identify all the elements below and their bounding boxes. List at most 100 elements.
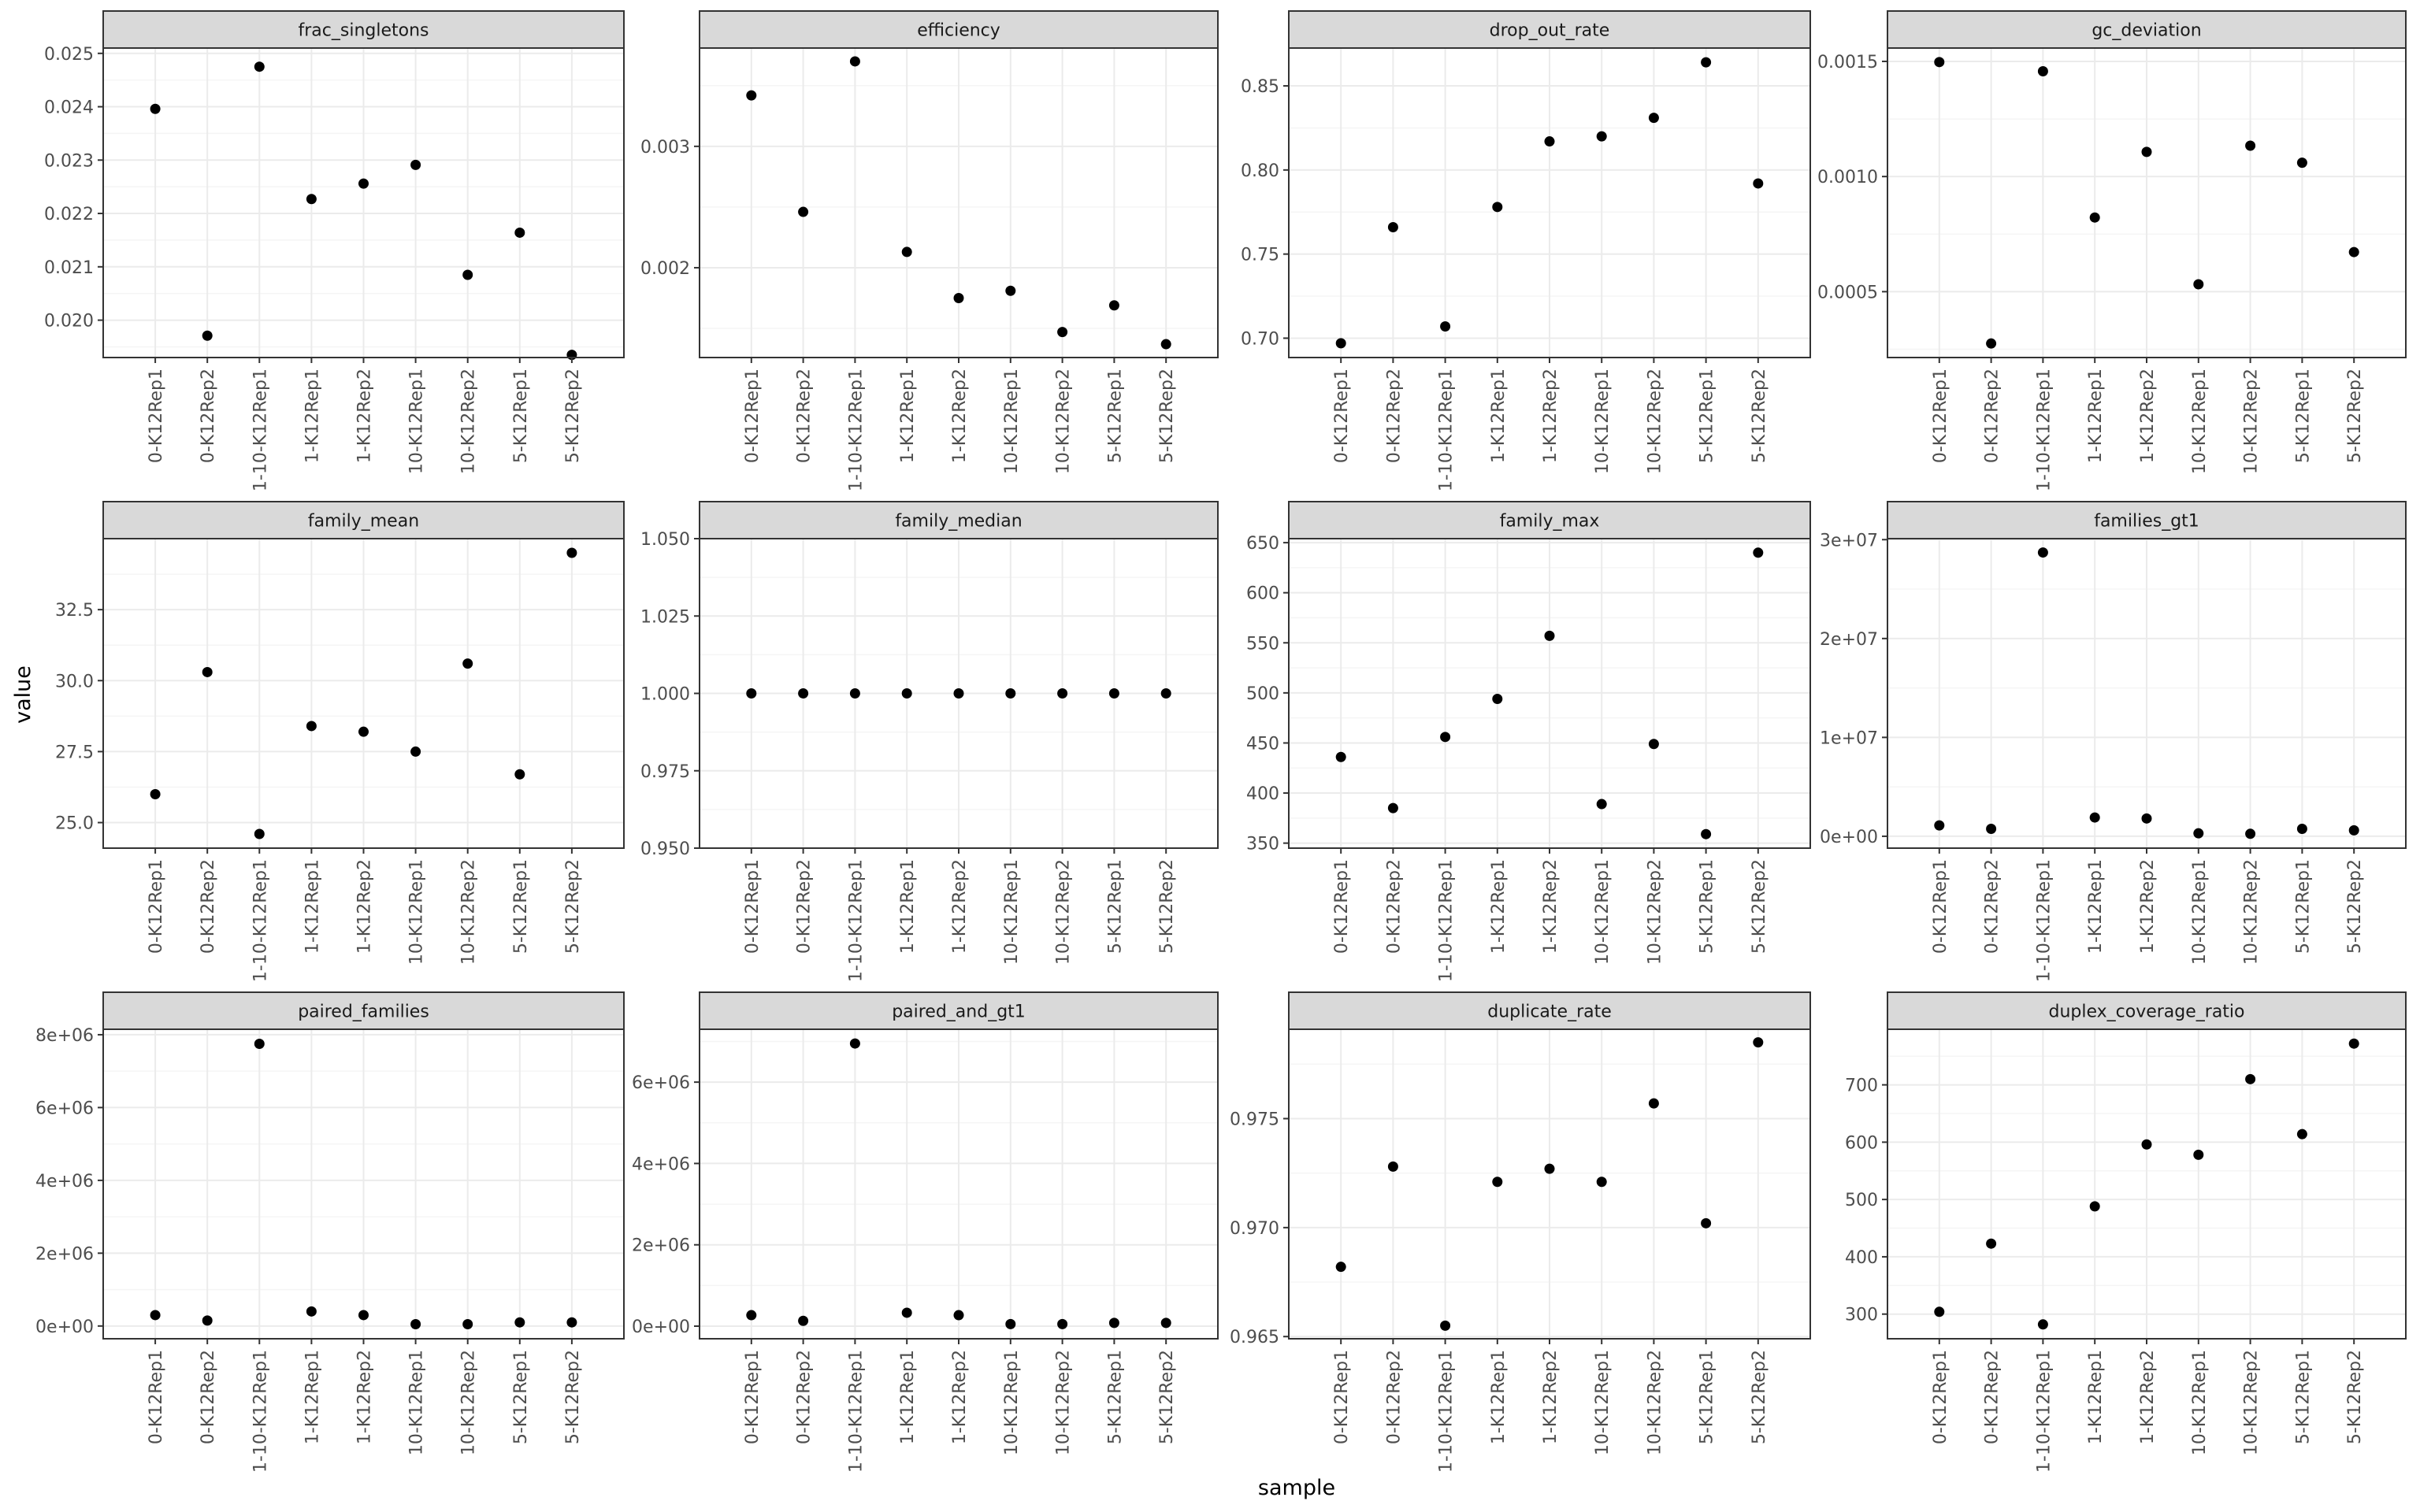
x-tick-label: 1-10-K12Rep1	[251, 1350, 270, 1473]
y-tick-label: 0.85	[1241, 77, 1279, 97]
x-tick-label: 10-K12Rep1	[1002, 369, 1022, 474]
x-tick-label: 0-K12Rep2	[199, 369, 218, 463]
y-tick-label: 600	[1845, 1133, 1878, 1153]
panels-group: frac_singletons 0.020 0.021 0.022 0.023 0.024…	[35, 10, 2407, 1473]
facet-strip	[1288, 991, 1811, 1030]
x-tick-label: 1-K12Rep1	[302, 859, 322, 954]
x-tick-label: 0-K12Rep2	[1384, 369, 1404, 463]
y-tick-label: 0.965	[1230, 1328, 1279, 1347]
y-tick-label: 0.021	[44, 258, 94, 278]
facet-strip-label: families_gt1	[2094, 512, 2199, 532]
data-point	[849, 688, 860, 699]
x-tick-label: 10-K12Rep1	[2190, 1350, 2210, 1455]
data-point	[514, 227, 525, 238]
y-tick-label: 4e+06	[35, 1172, 94, 1191]
data-point	[1753, 547, 1764, 558]
x-tick-label: 5-K12Rep1	[1698, 369, 1717, 463]
x-tick-label: 10-K12Rep2	[459, 859, 479, 965]
y-tick-label: 0e+00	[1820, 828, 1878, 847]
x-axis-title: sample	[1258, 1476, 1335, 1500]
facet-strip	[102, 10, 625, 49]
data-point	[1335, 751, 1346, 762]
data-point	[1648, 113, 1659, 124]
data-point	[2037, 547, 2048, 558]
data-point	[2141, 1139, 2152, 1150]
data-point	[254, 61, 265, 72]
x-tick-label: 1-10-K12Rep1	[1437, 1350, 1457, 1473]
y-tick-label: 0.024	[44, 98, 94, 118]
x-tick-label: 0-K12Rep1	[1332, 369, 1352, 463]
y-tick-label: 0e+00	[632, 1317, 690, 1337]
x-tick-label: 1-K12Rep2	[355, 369, 375, 463]
y-tick-label: 2e+06	[35, 1244, 94, 1264]
data-point	[2296, 1128, 2307, 1140]
x-tick-label: 5-K12Rep1	[511, 1350, 531, 1444]
x-tick-label: 1-K12Rep1	[1489, 859, 1509, 954]
facet-strip-label: efficiency	[917, 21, 1000, 41]
x-tick-label: 1-K12Rep2	[355, 1350, 375, 1444]
facet-strip	[1887, 10, 2407, 49]
data-point	[1753, 178, 1764, 189]
y-tick-label: 0.0015	[1817, 53, 1878, 72]
x-tick-label: 1-K12Rep1	[2086, 1350, 2106, 1444]
data-point	[1492, 202, 1503, 213]
x-tick-label: 10-K12Rep1	[2190, 369, 2210, 474]
data-point	[2348, 1038, 2359, 1049]
x-tick-label: 10-K12Rep2	[2242, 369, 2262, 474]
facet-strip-label: gc_deviation	[2092, 21, 2201, 41]
x-tick-label: 10-K12Rep1	[407, 859, 427, 965]
data-point	[1544, 630, 1555, 641]
data-point	[953, 1310, 964, 1321]
facet-strip	[1288, 10, 1811, 49]
panel-frac-singletons: frac_singletons 0.020 0.021 0.022 0.023 0.024…	[44, 10, 625, 491]
data-point	[150, 788, 161, 799]
facet-strip	[1887, 501, 2407, 539]
data-point	[798, 688, 809, 699]
x-tick-label: 10-K12Rep2	[2242, 1350, 2262, 1455]
y-tick-label: 1.000	[640, 685, 690, 705]
data-point	[2245, 1073, 2256, 1084]
data-point	[2037, 66, 2048, 77]
data-point	[1335, 1262, 1346, 1273]
y-tick-label: 0.0010	[1817, 168, 1878, 187]
x-tick-label: 1-10-K12Rep1	[1437, 369, 1457, 491]
y-tick-label: 0.975	[640, 762, 690, 782]
y-tick-label: 0.950	[640, 839, 690, 859]
data-point	[566, 1317, 577, 1328]
x-tick-label: 0-K12Rep1	[147, 369, 166, 463]
x-tick-label: 0-K12Rep1	[743, 859, 763, 954]
x-tick-label: 0-K12Rep2	[1384, 1350, 1404, 1444]
data-point	[462, 1319, 473, 1330]
panel-drop-out-rate: drop_out_rate 0.70 0.75 0.80 0.85 0-K12Rep1 0-…	[1241, 10, 1811, 491]
data-point	[306, 1306, 317, 1317]
data-point	[514, 1317, 525, 1328]
x-tick-label: 5-K12Rep1	[1105, 369, 1125, 463]
data-point	[2193, 828, 2204, 839]
data-point	[901, 1307, 912, 1318]
x-tick-label: 5-K12Rep2	[2345, 1350, 2365, 1444]
facet-strip-label: frac_singletons	[299, 21, 429, 41]
x-tick-label: 1-K12Rep2	[950, 369, 970, 463]
panel-family-median: family_median 0.950 0.975 1.000 1.025 1.050 0-…	[640, 501, 1219, 982]
y-tick-label: 0.970	[1230, 1219, 1279, 1239]
data-point	[1005, 688, 1016, 699]
x-tick-label: 5-K12Rep1	[511, 859, 531, 954]
data-point	[1108, 688, 1119, 699]
data-point	[1005, 1318, 1016, 1329]
data-point	[1934, 57, 1945, 68]
x-tick-label: 10-K12Rep2	[1645, 1350, 1665, 1455]
data-point	[2089, 812, 2100, 823]
data-point	[1057, 1318, 1068, 1329]
facet-strip	[1887, 991, 2407, 1030]
data-point	[2245, 828, 2256, 839]
x-tick-label: 10-K12Rep1	[1593, 369, 1613, 474]
y-tick-label: 0.0005	[1817, 283, 1878, 302]
data-point	[1986, 1238, 1997, 1249]
x-tick-label: 0-K12Rep1	[743, 1350, 763, 1444]
y-tick-label: 1.025	[640, 607, 690, 627]
data-point	[1596, 799, 1607, 810]
data-point	[1544, 136, 1555, 147]
x-tick-label: 1-10-K12Rep1	[1437, 859, 1457, 982]
y-tick-label: 700	[1845, 1077, 1878, 1096]
